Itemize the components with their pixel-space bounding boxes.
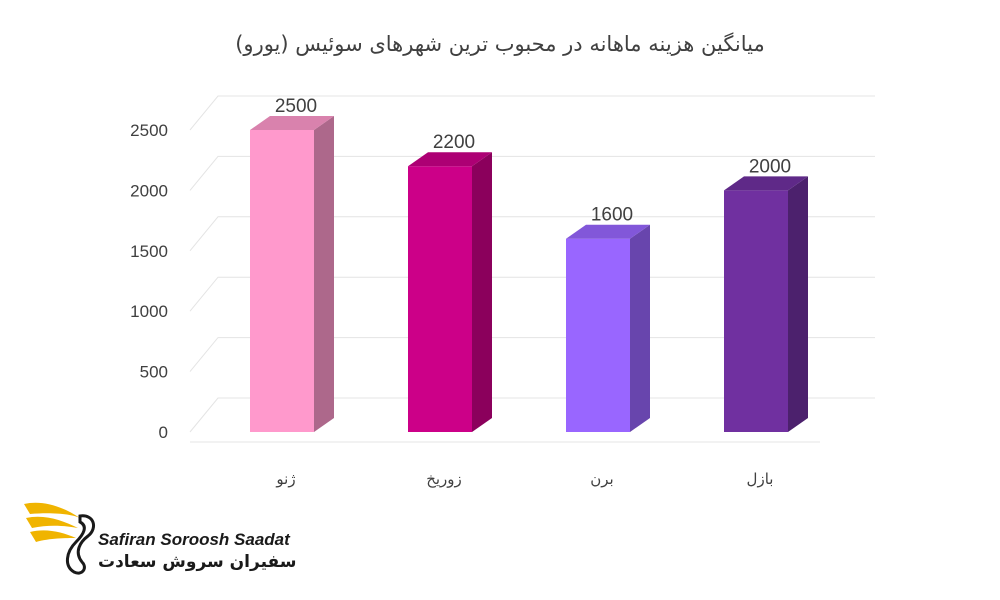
bar bbox=[250, 116, 334, 432]
gridline bbox=[189, 216, 875, 252]
bar-side bbox=[788, 176, 808, 432]
y-tick-label: 0 bbox=[159, 423, 168, 442]
bird-emblem-icon bbox=[24, 502, 96, 575]
bar-side bbox=[472, 152, 492, 433]
bar-top bbox=[566, 224, 650, 239]
bars bbox=[250, 116, 808, 433]
bar-front bbox=[566, 238, 630, 432]
company-logo: Safiran Soroosh Saadat سفیران سروش سعادت bbox=[22, 492, 296, 582]
bar-front bbox=[408, 166, 472, 433]
data-label: 2500 bbox=[275, 96, 317, 117]
gridline bbox=[189, 337, 875, 372]
category-labels: ژنو زوریخ برن بازل bbox=[275, 470, 773, 488]
logo-name-fa: سفیران سروش سعادت bbox=[98, 552, 297, 572]
data-label: 2200 bbox=[433, 132, 475, 153]
gridline bbox=[189, 276, 875, 312]
gridline bbox=[189, 155, 875, 191]
y-tick-label: 1000 bbox=[130, 302, 168, 321]
bar-top bbox=[408, 152, 492, 167]
data-labels: 2500 2200 1600 2000 bbox=[275, 96, 791, 226]
gridlines bbox=[189, 95, 875, 443]
y-tick-label: 2500 bbox=[130, 121, 168, 140]
category-label: زوریخ bbox=[426, 470, 462, 488]
bar-top bbox=[724, 176, 808, 191]
data-label: 1600 bbox=[591, 205, 633, 226]
logo-name-en: Safiran Soroosh Saadat bbox=[98, 530, 290, 549]
category-label: بازل bbox=[747, 470, 774, 488]
category-label: برن bbox=[590, 470, 613, 488]
bar-front bbox=[724, 190, 788, 432]
gridline bbox=[189, 397, 875, 433]
chart-title: میانگین هزینه ماهانه در محبوب ترین شهرها… bbox=[235, 32, 765, 56]
data-label: 2000 bbox=[749, 156, 791, 177]
bar-top bbox=[250, 116, 334, 130]
bar bbox=[724, 176, 808, 432]
y-tick-label: 2000 bbox=[130, 181, 168, 200]
y-axis-ticks: 0 500 1000 1500 2000 2500 bbox=[130, 121, 168, 442]
category-label: ژنو bbox=[275, 470, 295, 488]
y-tick-label: 500 bbox=[140, 363, 168, 382]
bar bbox=[566, 224, 650, 432]
bar-side bbox=[314, 116, 334, 432]
gridline bbox=[189, 95, 875, 131]
bar-front bbox=[250, 130, 314, 432]
bar-side bbox=[630, 224, 650, 432]
bar bbox=[408, 152, 492, 433]
y-tick-label: 1500 bbox=[130, 242, 168, 261]
